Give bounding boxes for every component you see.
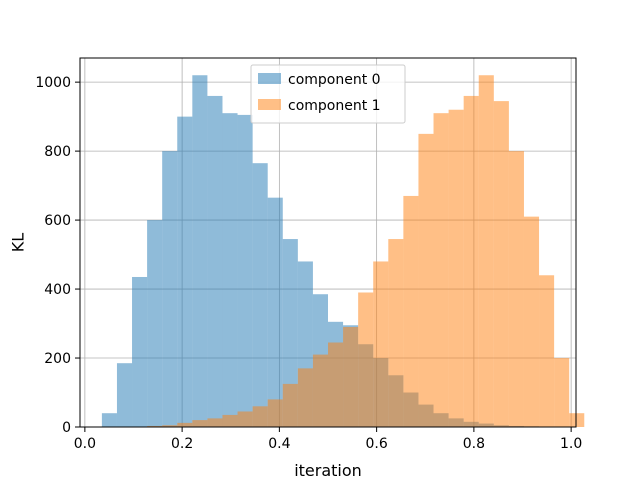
y-axis-label: KL — [9, 233, 28, 252]
bar-component-0 — [101, 413, 117, 427]
bar-component-0 — [192, 75, 208, 428]
x-tick-label: 0.6 — [365, 436, 387, 452]
x-tick-label: 1.0 — [560, 436, 582, 452]
bar-component-1 — [388, 239, 404, 427]
y-tick-label: 200 — [44, 351, 71, 367]
bar-component-0 — [162, 151, 178, 427]
bar-component-1 — [418, 133, 434, 428]
bar-component-1 — [493, 101, 509, 427]
bar-component-1 — [463, 95, 479, 428]
bar-component-1 — [508, 151, 524, 427]
bar-component-0 — [252, 163, 268, 427]
bar-component-1 — [297, 368, 313, 427]
bar-component-1 — [569, 413, 585, 427]
bar-component-1 — [343, 326, 359, 427]
bar-component-1 — [358, 292, 374, 427]
bar-component-1 — [554, 358, 570, 427]
x-axis-label: iteration — [294, 461, 362, 480]
bar-component-1 — [539, 275, 555, 427]
bar-component-0 — [267, 197, 283, 427]
bar-component-1 — [207, 418, 223, 427]
y-tick-label: 400 — [44, 282, 71, 298]
legend-label-component-1: component 1 — [288, 98, 381, 114]
bar-component-0 — [237, 114, 253, 428]
bars — [101, 75, 585, 428]
bar-component-1 — [478, 75, 494, 428]
bar-component-0 — [147, 220, 163, 427]
legend: component 0 component 1 — [250, 64, 406, 124]
y-tick-label: 800 — [44, 144, 71, 160]
bar-component-1 — [192, 420, 208, 427]
bar-component-1 — [162, 425, 178, 427]
bar-component-1 — [373, 261, 389, 427]
y-tick-label: 1000 — [35, 75, 71, 91]
legend-swatch-component-0 — [258, 73, 281, 84]
plot-area-frame — [79, 57, 577, 428]
bar-component-1 — [147, 425, 163, 427]
bar-component-1 — [433, 113, 449, 428]
y-tick-label: 0 — [62, 420, 71, 436]
bar-component-0 — [222, 113, 238, 428]
legend-label-component-0: component 0 — [288, 72, 381, 88]
bar-component-1 — [328, 342, 344, 427]
bar-component-0 — [132, 276, 148, 427]
x-tick-label: 0.8 — [463, 436, 485, 452]
y-tick-label: 600 — [44, 213, 71, 229]
bar-component-1 — [282, 383, 298, 427]
x-tick-label: 0.2 — [171, 436, 193, 452]
legend-box — [250, 64, 406, 124]
bar-component-0 — [116, 363, 133, 427]
bar-component-1 — [237, 411, 253, 427]
x-tick-label: 0.0 — [74, 436, 96, 452]
legend-swatch-component-1 — [258, 99, 281, 110]
bar-component-1 — [312, 354, 328, 427]
bar-component-1 — [523, 216, 540, 427]
bar-component-0 — [207, 95, 223, 428]
bar-component-1 — [222, 414, 238, 427]
axis-ticks: 0.0 0.2 0.4 0.6 0.8 1.0 0 200 400 600 800 1000 — [35, 75, 582, 452]
x-tick-label: 0.4 — [268, 436, 290, 452]
bar-component-1 — [267, 399, 283, 427]
bar-component-1 — [403, 195, 419, 427]
bar-component-1 — [252, 406, 268, 427]
bar-component-1 — [177, 422, 193, 427]
bar-component-1 — [448, 109, 464, 427]
bar-component-0 — [177, 116, 193, 428]
bar-component-0 — [282, 239, 298, 427]
